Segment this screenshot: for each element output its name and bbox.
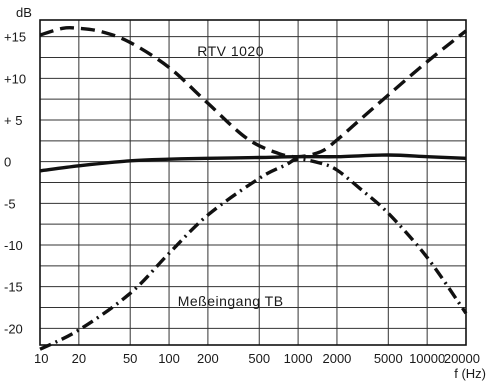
- x-tick-label: 100: [158, 351, 180, 366]
- series-line-dashed: [39, 25, 468, 159]
- y-tick-label: +10: [4, 71, 26, 86]
- y-axis-label: dB: [16, 5, 32, 20]
- annotation-label: Meßeingang TB: [178, 293, 284, 309]
- x-tick-label: 20000: [444, 351, 480, 366]
- y-tick-labels: +15 +10 + 5 0 -5 -10 -15 -20: [4, 30, 26, 337]
- y-tick-label: 0: [4, 155, 11, 170]
- x-tick-label: 50: [123, 351, 137, 366]
- annotations: RTV 1020 Meßeingang TB: [178, 43, 284, 309]
- series-line-solid: [39, 153, 467, 173]
- x-tick-label: 10: [34, 351, 48, 366]
- y-tick-label: -10: [4, 238, 23, 253]
- y-tick-label: -20: [4, 321, 23, 336]
- curves: [39, 25, 468, 351]
- series-line-dash-dot: [39, 157, 468, 351]
- x-tick-label: 10000: [409, 351, 445, 366]
- x-tick-label: 1000: [284, 351, 313, 366]
- x-tick-label: 2000: [322, 351, 351, 366]
- y-tick-label: -5: [4, 196, 16, 211]
- x-tick-label: 5000: [374, 351, 403, 366]
- plot-frame: [39, 19, 467, 346]
- y-tick-label: -15: [4, 280, 23, 295]
- x-tick-label: 200: [197, 351, 219, 366]
- x-axis-label: f (Hz): [454, 366, 486, 381]
- x-tick-label: 500: [248, 351, 270, 366]
- annotation-label: RTV 1020: [197, 43, 264, 59]
- y-tick-label: +15: [4, 30, 26, 45]
- y-tick-label: + 5: [4, 113, 22, 128]
- x-tick-label: 20: [72, 351, 86, 366]
